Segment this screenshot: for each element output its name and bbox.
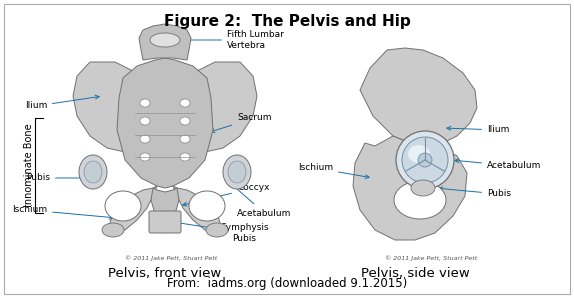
Polygon shape <box>73 62 157 152</box>
Ellipse shape <box>223 155 251 189</box>
Ellipse shape <box>402 137 448 183</box>
Text: Ischium: Ischium <box>12 206 113 219</box>
Text: Coccyx: Coccyx <box>183 184 270 206</box>
Ellipse shape <box>394 181 446 219</box>
Text: Fifth Lumbar
Vertebra: Fifth Lumbar Vertebra <box>179 30 284 50</box>
Polygon shape <box>173 62 257 152</box>
Text: Figure 2:  The Pelvis and Hip: Figure 2: The Pelvis and Hip <box>164 14 410 29</box>
Ellipse shape <box>228 161 246 183</box>
Ellipse shape <box>150 33 180 47</box>
Ellipse shape <box>180 153 190 161</box>
Text: Innominate Bone: Innominate Bone <box>24 124 34 207</box>
Ellipse shape <box>418 153 432 167</box>
Text: Ilium: Ilium <box>447 125 509 134</box>
Text: Pubis: Pubis <box>26 173 105 182</box>
Text: Acetabulum: Acetabulum <box>455 159 541 170</box>
Polygon shape <box>173 186 221 233</box>
Ellipse shape <box>180 117 190 125</box>
Ellipse shape <box>140 135 150 143</box>
Ellipse shape <box>79 155 107 189</box>
Text: Pelvis, front view: Pelvis, front view <box>108 266 222 280</box>
Text: Acetabulum: Acetabulum <box>230 183 292 218</box>
Ellipse shape <box>189 191 225 221</box>
Ellipse shape <box>180 99 190 107</box>
Ellipse shape <box>140 99 150 107</box>
Ellipse shape <box>396 131 454 189</box>
Text: Pelvis, side view: Pelvis, side view <box>360 266 470 280</box>
Ellipse shape <box>206 223 228 237</box>
Polygon shape <box>353 136 467 240</box>
Text: Sacrum: Sacrum <box>211 114 272 133</box>
Ellipse shape <box>180 135 190 143</box>
Text: © 2011 Jake Pett, Stuart Pett: © 2011 Jake Pett, Stuart Pett <box>125 255 217 261</box>
Polygon shape <box>151 188 179 233</box>
Text: Ilium: Ilium <box>25 95 99 111</box>
Text: Pubis: Pubis <box>439 187 511 198</box>
Ellipse shape <box>102 223 124 237</box>
Text: Symphysis
Pubis: Symphysis Pubis <box>177 221 269 243</box>
Text: Ischium: Ischium <box>298 164 369 179</box>
Text: From:  iadms.org (downloaded 9.1.2015): From: iadms.org (downloaded 9.1.2015) <box>167 277 407 291</box>
Ellipse shape <box>140 153 150 161</box>
Ellipse shape <box>105 191 141 221</box>
Polygon shape <box>117 58 213 188</box>
Polygon shape <box>109 186 157 233</box>
Ellipse shape <box>84 161 102 183</box>
Text: © 2011 Jake Pett, Stuart Pett: © 2011 Jake Pett, Stuart Pett <box>385 255 477 261</box>
Ellipse shape <box>411 180 435 196</box>
Polygon shape <box>360 48 477 146</box>
Polygon shape <box>139 24 191 60</box>
Ellipse shape <box>140 117 150 125</box>
Ellipse shape <box>408 145 430 163</box>
FancyBboxPatch shape <box>149 211 181 233</box>
